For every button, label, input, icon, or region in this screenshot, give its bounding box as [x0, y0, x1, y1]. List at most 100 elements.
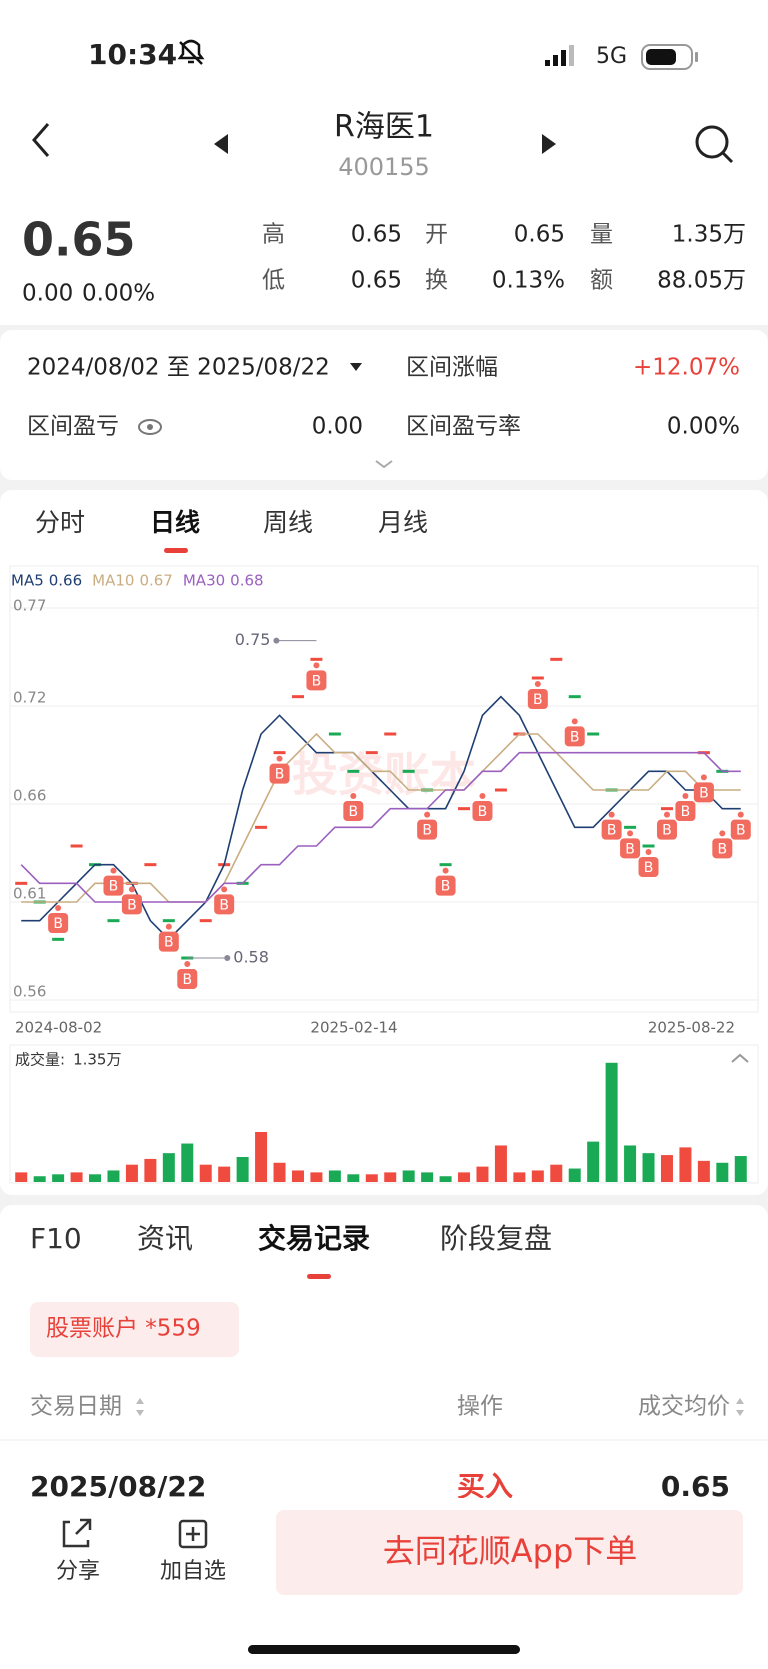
- cell: 2025/08/22: [30, 1470, 206, 1503]
- sort-icon[interactable]: [136, 1398, 144, 1416]
- ma-line: [21, 732, 741, 903]
- volume-bar: [181, 1143, 194, 1182]
- detail-tab: 资讯: [137, 1222, 193, 1255]
- volume-bar: [734, 1156, 747, 1182]
- buy-dot: [350, 793, 357, 799]
- sort-icon[interactable]: [736, 1398, 744, 1416]
- buy-marker: B: [472, 793, 493, 821]
- top-panel: [0, 0, 768, 325]
- candle: [439, 863, 452, 867]
- volume-bar: [199, 1164, 212, 1182]
- buy-letter: B: [533, 692, 543, 708]
- volume-bar: [273, 1162, 286, 1182]
- volume-bar: [162, 1153, 175, 1182]
- high-dot: [273, 637, 280, 644]
- volume-bar: [458, 1172, 471, 1182]
- buy-letter: B: [625, 841, 635, 857]
- buy-letter: B: [182, 972, 192, 988]
- cell: 买入: [457, 1470, 513, 1503]
- legend-name: MA5: [11, 572, 44, 590]
- signal-icon: [545, 45, 574, 66]
- add-icon: [178, 1519, 208, 1549]
- quote-value: 0.13%: [492, 268, 565, 294]
- candle: [144, 863, 157, 867]
- volume-bar: [218, 1166, 231, 1182]
- account-label: 股票账户 *559: [46, 1316, 201, 1342]
- volume-bar: [255, 1132, 268, 1182]
- volume-frame: [9, 1044, 759, 1184]
- range-label: 区间涨幅: [406, 355, 498, 381]
- buy-dot: [424, 811, 431, 818]
- y-tick-label: 0.77: [13, 597, 46, 615]
- candle: [70, 844, 83, 848]
- candle: [642, 844, 655, 848]
- quote-value: 0.65: [351, 268, 402, 294]
- back-button[interactable]: [32, 123, 50, 157]
- candle: [384, 732, 397, 736]
- candle: [624, 825, 637, 829]
- buy-marker: B: [306, 662, 327, 691]
- account-button[interactable]: [30, 1302, 239, 1357]
- buy-badge: [527, 689, 548, 709]
- period-dropdown[interactable]: [350, 363, 362, 371]
- detail-tab: 交易记录: [258, 1222, 370, 1255]
- volume-bar: [679, 1147, 692, 1182]
- volume-latest: 1.35万: [73, 1051, 121, 1069]
- buy-badge: [435, 875, 456, 896]
- eye-icon[interactable]: [138, 419, 162, 435]
- detail-tab: 阶段复盘: [440, 1222, 552, 1255]
- price: 0.65: [22, 213, 136, 267]
- candle: [273, 751, 286, 755]
- candle: [347, 769, 360, 773]
- order-button[interactable]: [276, 1510, 743, 1595]
- expand-icon[interactable]: [375, 460, 393, 469]
- candle: [494, 788, 507, 792]
- buy-marker: B: [103, 867, 124, 896]
- candle: [255, 825, 268, 829]
- x-tick-label: 2025-08-22: [648, 1019, 735, 1037]
- buy-marker: B: [564, 718, 585, 747]
- period-tab: 周线: [263, 508, 313, 537]
- buy-marker: B: [527, 681, 548, 709]
- buy-letter: B: [570, 729, 580, 745]
- legend-value: 0.68: [230, 572, 263, 590]
- y-tick-label: 0.66: [13, 787, 46, 805]
- buy-badge: [620, 838, 641, 859]
- cell: 0.65: [661, 1470, 730, 1503]
- volume-bar: [365, 1174, 378, 1182]
- buy-marker: B: [730, 811, 751, 840]
- quote-value: 1.35万: [672, 222, 746, 248]
- volume-bar: [476, 1166, 489, 1182]
- prev-button[interactable]: [214, 134, 228, 154]
- kline-frame: [9, 565, 759, 1013]
- next-button[interactable]: [542, 134, 556, 154]
- buy-letter: B: [219, 897, 229, 913]
- buy-marker: B: [48, 905, 69, 933]
- collapse-icon[interactable]: [731, 1053, 749, 1063]
- buy-badge: [638, 857, 659, 877]
- volume-bar: [310, 1172, 323, 1182]
- candle: [52, 937, 65, 941]
- buy-dot: [663, 811, 670, 818]
- buy-marker: B: [343, 793, 364, 821]
- buy-dot: [442, 867, 449, 874]
- buy-badge: [177, 969, 198, 989]
- range-value: 0.00%: [667, 414, 740, 440]
- volume-label: 成交量:: [15, 1051, 65, 1069]
- volume-bar: [697, 1160, 710, 1182]
- search-button[interactable]: [695, 125, 734, 164]
- buy-badge: [417, 819, 438, 840]
- low-label: 0.58: [233, 948, 269, 967]
- volume-bar: [52, 1174, 65, 1182]
- buy-letter: B: [349, 804, 359, 820]
- order-label: 去同花顺App下单: [383, 1532, 638, 1570]
- buy-dot: [645, 849, 652, 855]
- battery-icon: [641, 44, 698, 70]
- range-label: 区间盈亏率: [406, 414, 521, 440]
- buy-marker: B: [601, 811, 622, 840]
- buy-letter: B: [699, 785, 709, 801]
- buy-letter: B: [127, 897, 137, 913]
- buy-marker: B: [214, 886, 235, 915]
- buy-dot: [184, 961, 191, 967]
- quote-label: 高: [262, 222, 285, 248]
